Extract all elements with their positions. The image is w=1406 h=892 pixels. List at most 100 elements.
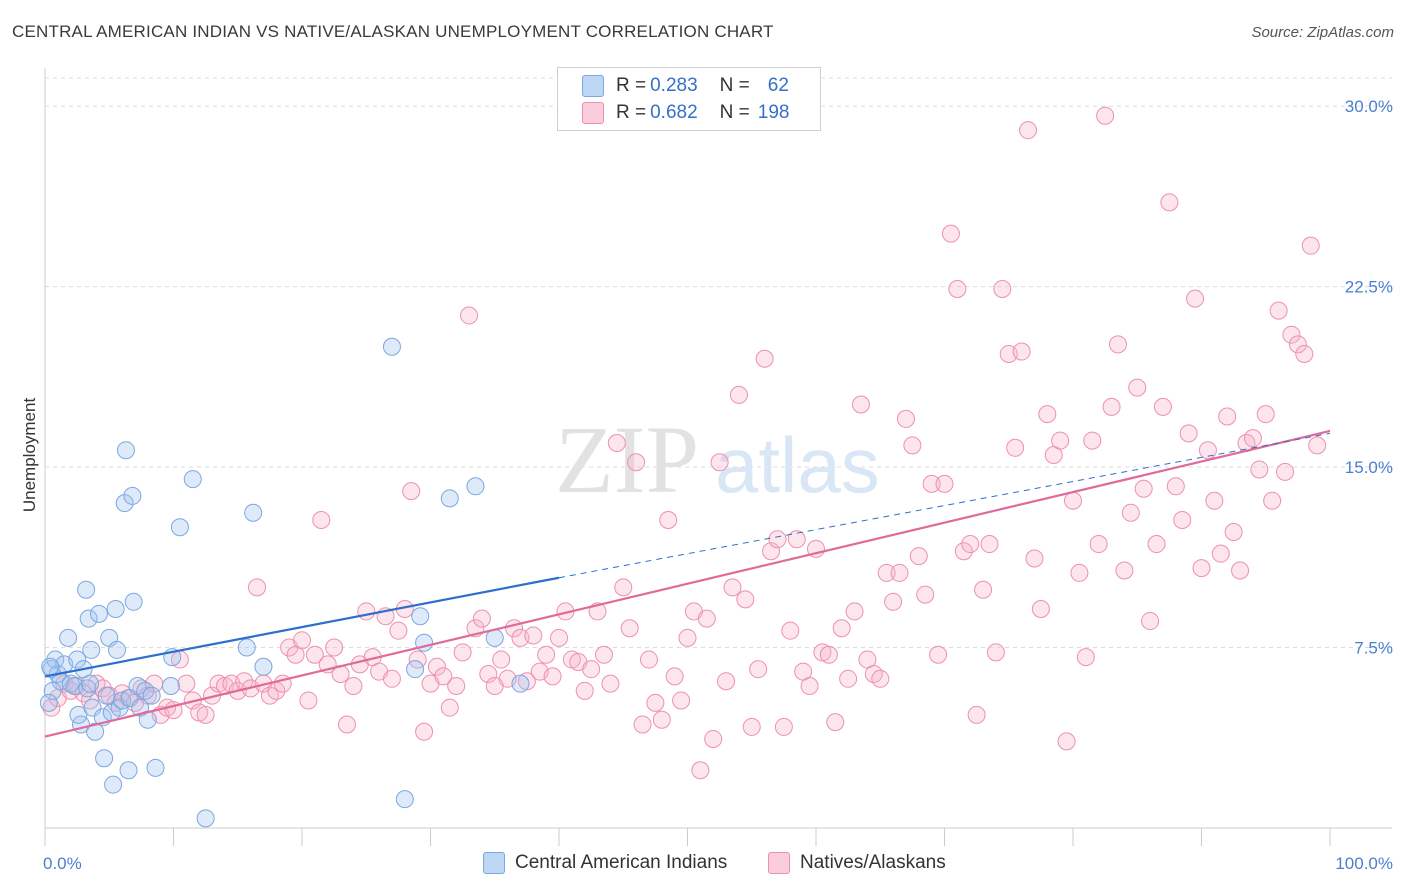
data-point-natives [434,667,453,686]
legend-stats: R = 0.283 N = 62 R = 0.682 N = 198 [557,67,821,131]
legend-swatch-pink [768,852,790,874]
data-point-natives [659,510,678,529]
data-point-natives [819,645,838,664]
data-point-natives [845,602,864,621]
data-point-central-american [82,640,101,659]
data-point-natives [312,510,331,529]
data-point-natives [839,669,858,688]
legend-n-label: N = [719,102,750,123]
x-tick-label: 0.0% [43,854,82,873]
data-point-central-american [511,674,530,693]
data-point-natives [299,691,318,710]
data-point-central-american [142,686,161,705]
axes [44,68,1392,846]
data-point-natives [646,693,665,712]
data-point-central-american [411,607,430,626]
data-point-natives [1064,491,1082,510]
data-point-natives [1198,441,1217,460]
data-point-natives [620,619,639,638]
data-point-natives [1308,436,1327,455]
data-point-natives [877,563,896,582]
data-point-natives [1288,335,1307,354]
data-point-natives [832,619,851,638]
data-point-natives [941,224,960,243]
data-point-natives [1051,431,1070,450]
data-point-natives [293,631,311,650]
legend-row-blue: R = 0.283 N = 62 [582,74,789,98]
data-point-central-american [89,604,108,623]
data-point-natives [678,628,697,647]
data-point-central-american [95,749,114,768]
data-point-natives [1269,301,1288,320]
data-point-natives [1038,405,1057,424]
chart-title: CENTRAL AMERICAN INDIAN VS NATIVE/ALASKA… [12,22,774,41]
data-point-natives [543,667,562,686]
watermark-zip: ZIP [555,406,699,513]
trend-line-natives [44,429,1331,738]
legend-series: Central American Indians Natives/Alaskan… [0,852,1406,878]
data-point-natives [993,279,1012,298]
legend-n-label: N = [719,75,750,96]
series-natives-points [42,106,1327,780]
data-point-central-american [254,657,273,676]
data-point-natives [1019,121,1038,140]
legend-label: Central American Indians [515,852,728,873]
data-point-natives [1160,193,1179,212]
grid-lines [45,77,1392,649]
data-point-central-american [119,761,138,780]
data-point-natives [1166,477,1185,496]
data-point-natives [1192,559,1211,578]
data-point-central-american [79,609,98,628]
legend-n-value: 62 [767,75,789,96]
data-point-central-american [115,494,134,513]
data-point-natives [1006,438,1025,457]
data-point-natives [337,715,356,734]
data-point-natives [627,453,646,472]
watermark: ZIP atlas [555,406,880,513]
legend-n-value: 198 [757,102,790,123]
data-point-natives [1224,523,1243,542]
data-point-natives [665,667,684,686]
data-point-natives [447,677,466,696]
data-point-natives [1301,236,1320,255]
data-point-central-american [146,758,165,777]
data-point-natives [550,628,568,647]
data-point-natives [1121,503,1140,522]
legend-swatch-pink [582,102,604,124]
data-point-central-american [123,486,142,505]
data-point-natives [402,482,421,501]
data-point-natives [460,306,479,325]
data-point-natives [903,436,922,455]
data-point-central-american [68,650,87,669]
data-point-natives [1096,106,1115,125]
data-point-central-american [39,693,58,712]
data-point-natives [1179,424,1198,443]
data-point-central-american [466,477,485,496]
data-point-central-american [124,592,143,611]
data-point-central-american [244,503,263,522]
data-point-natives [890,563,909,582]
data-point-natives [961,535,980,554]
data-point-natives [582,660,601,679]
legend-r-value: 0.283 [650,75,698,96]
data-point-natives [607,433,626,452]
data-point-natives [1083,431,1102,450]
data-point-natives [967,705,986,724]
data-point-natives [537,645,556,664]
legend-r-value: 0.682 [650,102,698,123]
trend-line-central-american [44,576,560,678]
data-point-natives [344,677,363,696]
source-label: Source: ZipAtlas.com [1251,24,1394,41]
data-point-natives [1147,535,1166,554]
data-point-natives [1012,342,1031,361]
series-central-american-points [39,337,530,828]
data-point-natives [896,409,915,428]
legend-item-natives: Natives/Alaskans [768,852,946,874]
data-point-central-american [406,660,425,679]
data-point-natives [742,717,761,736]
data-point-natives [196,705,215,724]
data-point-natives [980,535,999,554]
data-point-central-american [97,686,116,705]
data-point-natives [755,349,774,368]
data-point-natives [697,609,716,628]
